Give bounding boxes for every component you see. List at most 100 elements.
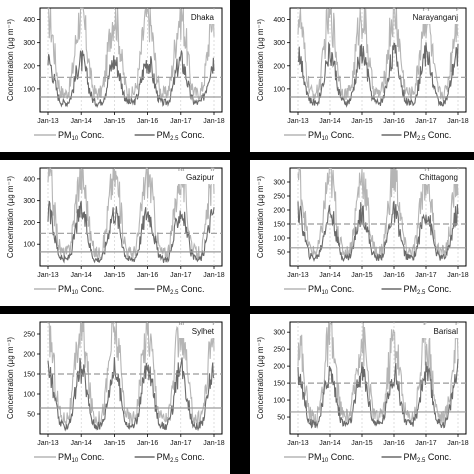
series-pm10-line	[297, 7, 459, 101]
legend-pm10-label: PM10 Conc.	[58, 130, 104, 142]
legend-pm25-label: PM2.5 Conc.	[404, 452, 452, 464]
x-tick-label: Jan-16	[383, 118, 405, 125]
chart-svg: 50 100 150 200 250 300 Jan-13 Jan-14 Jan-15 Jan-1…	[256, 167, 469, 296]
station-label-box	[418, 325, 463, 338]
x-tick-label: Jan-13	[37, 118, 59, 125]
chart-svg: 100 200 300 400 Jan-13 Jan-14 Jan-15 Jan-16 Jan-…	[6, 167, 225, 296]
y-axis-label: Concentration (µg m⁻³)	[256, 337, 265, 420]
x-tick-label: Jan-18	[447, 440, 469, 447]
station-label-box	[174, 171, 219, 184]
x-tick-label: Jan-13	[287, 272, 309, 279]
station-label-box	[179, 325, 219, 338]
y-tick-label: 100	[23, 242, 35, 249]
y-axis-label: Concentration (µg m⁻³)	[256, 176, 265, 259]
x-tick-label: Jan-17	[170, 118, 192, 125]
y-tick-label: 300	[273, 330, 285, 337]
y-tick-label: 200	[23, 352, 35, 359]
x-tick-label: Jan-14	[319, 440, 341, 447]
x-tick-label: Jan-15	[351, 272, 373, 279]
x-tick-label: Jan-18	[203, 118, 225, 125]
chart-panel-dhaka: 100 200 300 400 Jan-13 Jan-14 Jan-15 Jan-16 Jan-…	[0, 0, 230, 152]
y-tick-label: 250	[23, 332, 35, 339]
x-tick-label: Jan-16	[383, 440, 405, 447]
series-pm25-line	[297, 358, 459, 429]
legend-pm25-label: PM2.5 Conc.	[157, 452, 205, 464]
plot-frame	[289, 321, 467, 435]
x-tick-label: Jan-17	[170, 272, 192, 279]
y-axis-label: Concentration (µg m⁻³)	[6, 176, 15, 259]
y-tick-label: 150	[273, 381, 285, 388]
background-divider-vertical	[230, 0, 250, 474]
y-tick-label: 100	[273, 398, 285, 405]
chart-panel-barisal: 50 100 150 200 250 300 Jan-13 Jan-14 Jan-15 Jan-1…	[250, 314, 474, 474]
x-tick-label: Jan-15	[104, 272, 126, 279]
y-tick-label: 400	[23, 17, 35, 24]
y-tick-label: 250	[273, 194, 285, 201]
station-label: Chittagong	[419, 173, 458, 182]
y-tick-label: 200	[23, 220, 35, 227]
chart-panel-sylhet: 50 100 150 200 250 Jan-13 Jan-14 Jan-15 Jan-16 Ja…	[0, 314, 230, 474]
series-pm25-line	[47, 50, 215, 109]
x-tick-label: Jan-16	[137, 272, 159, 279]
y-axis-label: Concentration (µg m⁻³)	[6, 337, 15, 420]
y-tick-label: 150	[23, 372, 35, 379]
series-pm10-line	[48, 322, 215, 427]
y-tick-label: 300	[273, 40, 285, 47]
series-pm25-line	[47, 357, 215, 432]
y-tick-label: 100	[23, 392, 35, 399]
x-tick-label: Jan-14	[70, 272, 92, 279]
y-tick-label: 400	[23, 176, 35, 183]
y-tick-label: 50	[277, 415, 285, 422]
x-tick-label: Jan-18	[203, 440, 225, 447]
x-tick-label: Jan-18	[447, 118, 469, 125]
y-tick-label: 200	[23, 63, 35, 70]
legend-pm10-label: PM10 Conc.	[58, 452, 104, 464]
series-pm25-line	[47, 200, 215, 264]
x-tick-label: Jan-18	[203, 272, 225, 279]
y-tick-label: 150	[273, 222, 285, 229]
y-tick-label: 250	[273, 347, 285, 354]
y-tick-label: 100	[23, 86, 35, 93]
y-tick-label: 50	[27, 412, 35, 419]
series-pm10-line	[48, 7, 215, 102]
legend-pm25-label: PM2.5 Conc.	[157, 284, 205, 296]
y-tick-label: 400	[273, 17, 285, 24]
legend-pm10-label: PM10 Conc.	[308, 130, 354, 142]
chart-panel-gazipur: 100 200 300 400 Jan-13 Jan-14 Jan-15 Jan-16 Jan-…	[0, 160, 230, 306]
legend-pm10-label: PM10 Conc.	[308, 284, 354, 296]
x-tick-label: Jan-15	[351, 440, 373, 447]
x-tick-label: Jan-16	[383, 272, 405, 279]
chart-svg: 100 200 300 400 Jan-13 Jan-14 Jan-15 Jan-16 Jan-…	[6, 7, 225, 142]
chart-panel-narayanganj: 100 200 300 400 Jan-13 Jan-14 Jan-15 Jan-16 Jan-…	[250, 0, 474, 152]
x-tick-label: Jan-15	[104, 440, 126, 447]
x-tick-label: Jan-13	[287, 440, 309, 447]
y-tick-label: 100	[273, 236, 285, 243]
background-divider-top	[0, 152, 474, 160]
x-tick-label: Jan-13	[37, 272, 59, 279]
x-tick-label: Jan-13	[287, 118, 309, 125]
y-tick-label: 300	[23, 198, 35, 205]
y-tick-label: 100	[273, 86, 285, 93]
station-label: Narayanganj	[413, 13, 459, 22]
station-label-box	[184, 11, 219, 24]
legend-pm10-label: PM10 Conc.	[308, 452, 354, 464]
station-label: Barisal	[434, 327, 459, 336]
y-tick-label: 50	[277, 250, 285, 257]
y-tick-label: 300	[273, 180, 285, 187]
chart-panel-chittagong: 50 100 150 200 250 300 Jan-13 Jan-14 Jan-15 Jan-1…	[250, 160, 474, 306]
chart-svg: 50 100 150 200 250 300 Jan-13 Jan-14 Jan-15 Jan-1…	[256, 321, 469, 464]
station-label-box	[398, 11, 463, 24]
x-tick-label: Jan-17	[415, 440, 437, 447]
y-tick-label: 300	[23, 40, 35, 47]
x-tick-label: Jan-14	[319, 118, 341, 125]
chart-svg: 100 200 300 400 Jan-13 Jan-14 Jan-15 Jan-16 Jan-…	[256, 7, 469, 142]
x-tick-label: Jan-16	[137, 118, 159, 125]
x-tick-label: Jan-14	[70, 118, 92, 125]
series-pm10-line	[47, 167, 215, 261]
station-label: Sylhet	[192, 327, 215, 336]
y-tick-label: 200	[273, 364, 285, 371]
legend-pm25-label: PM2.5 Conc.	[157, 130, 205, 142]
legend-pm10-label: PM10 Conc.	[58, 284, 104, 296]
x-tick-label: Jan-18	[447, 272, 469, 279]
x-tick-label: Jan-14	[70, 440, 92, 447]
